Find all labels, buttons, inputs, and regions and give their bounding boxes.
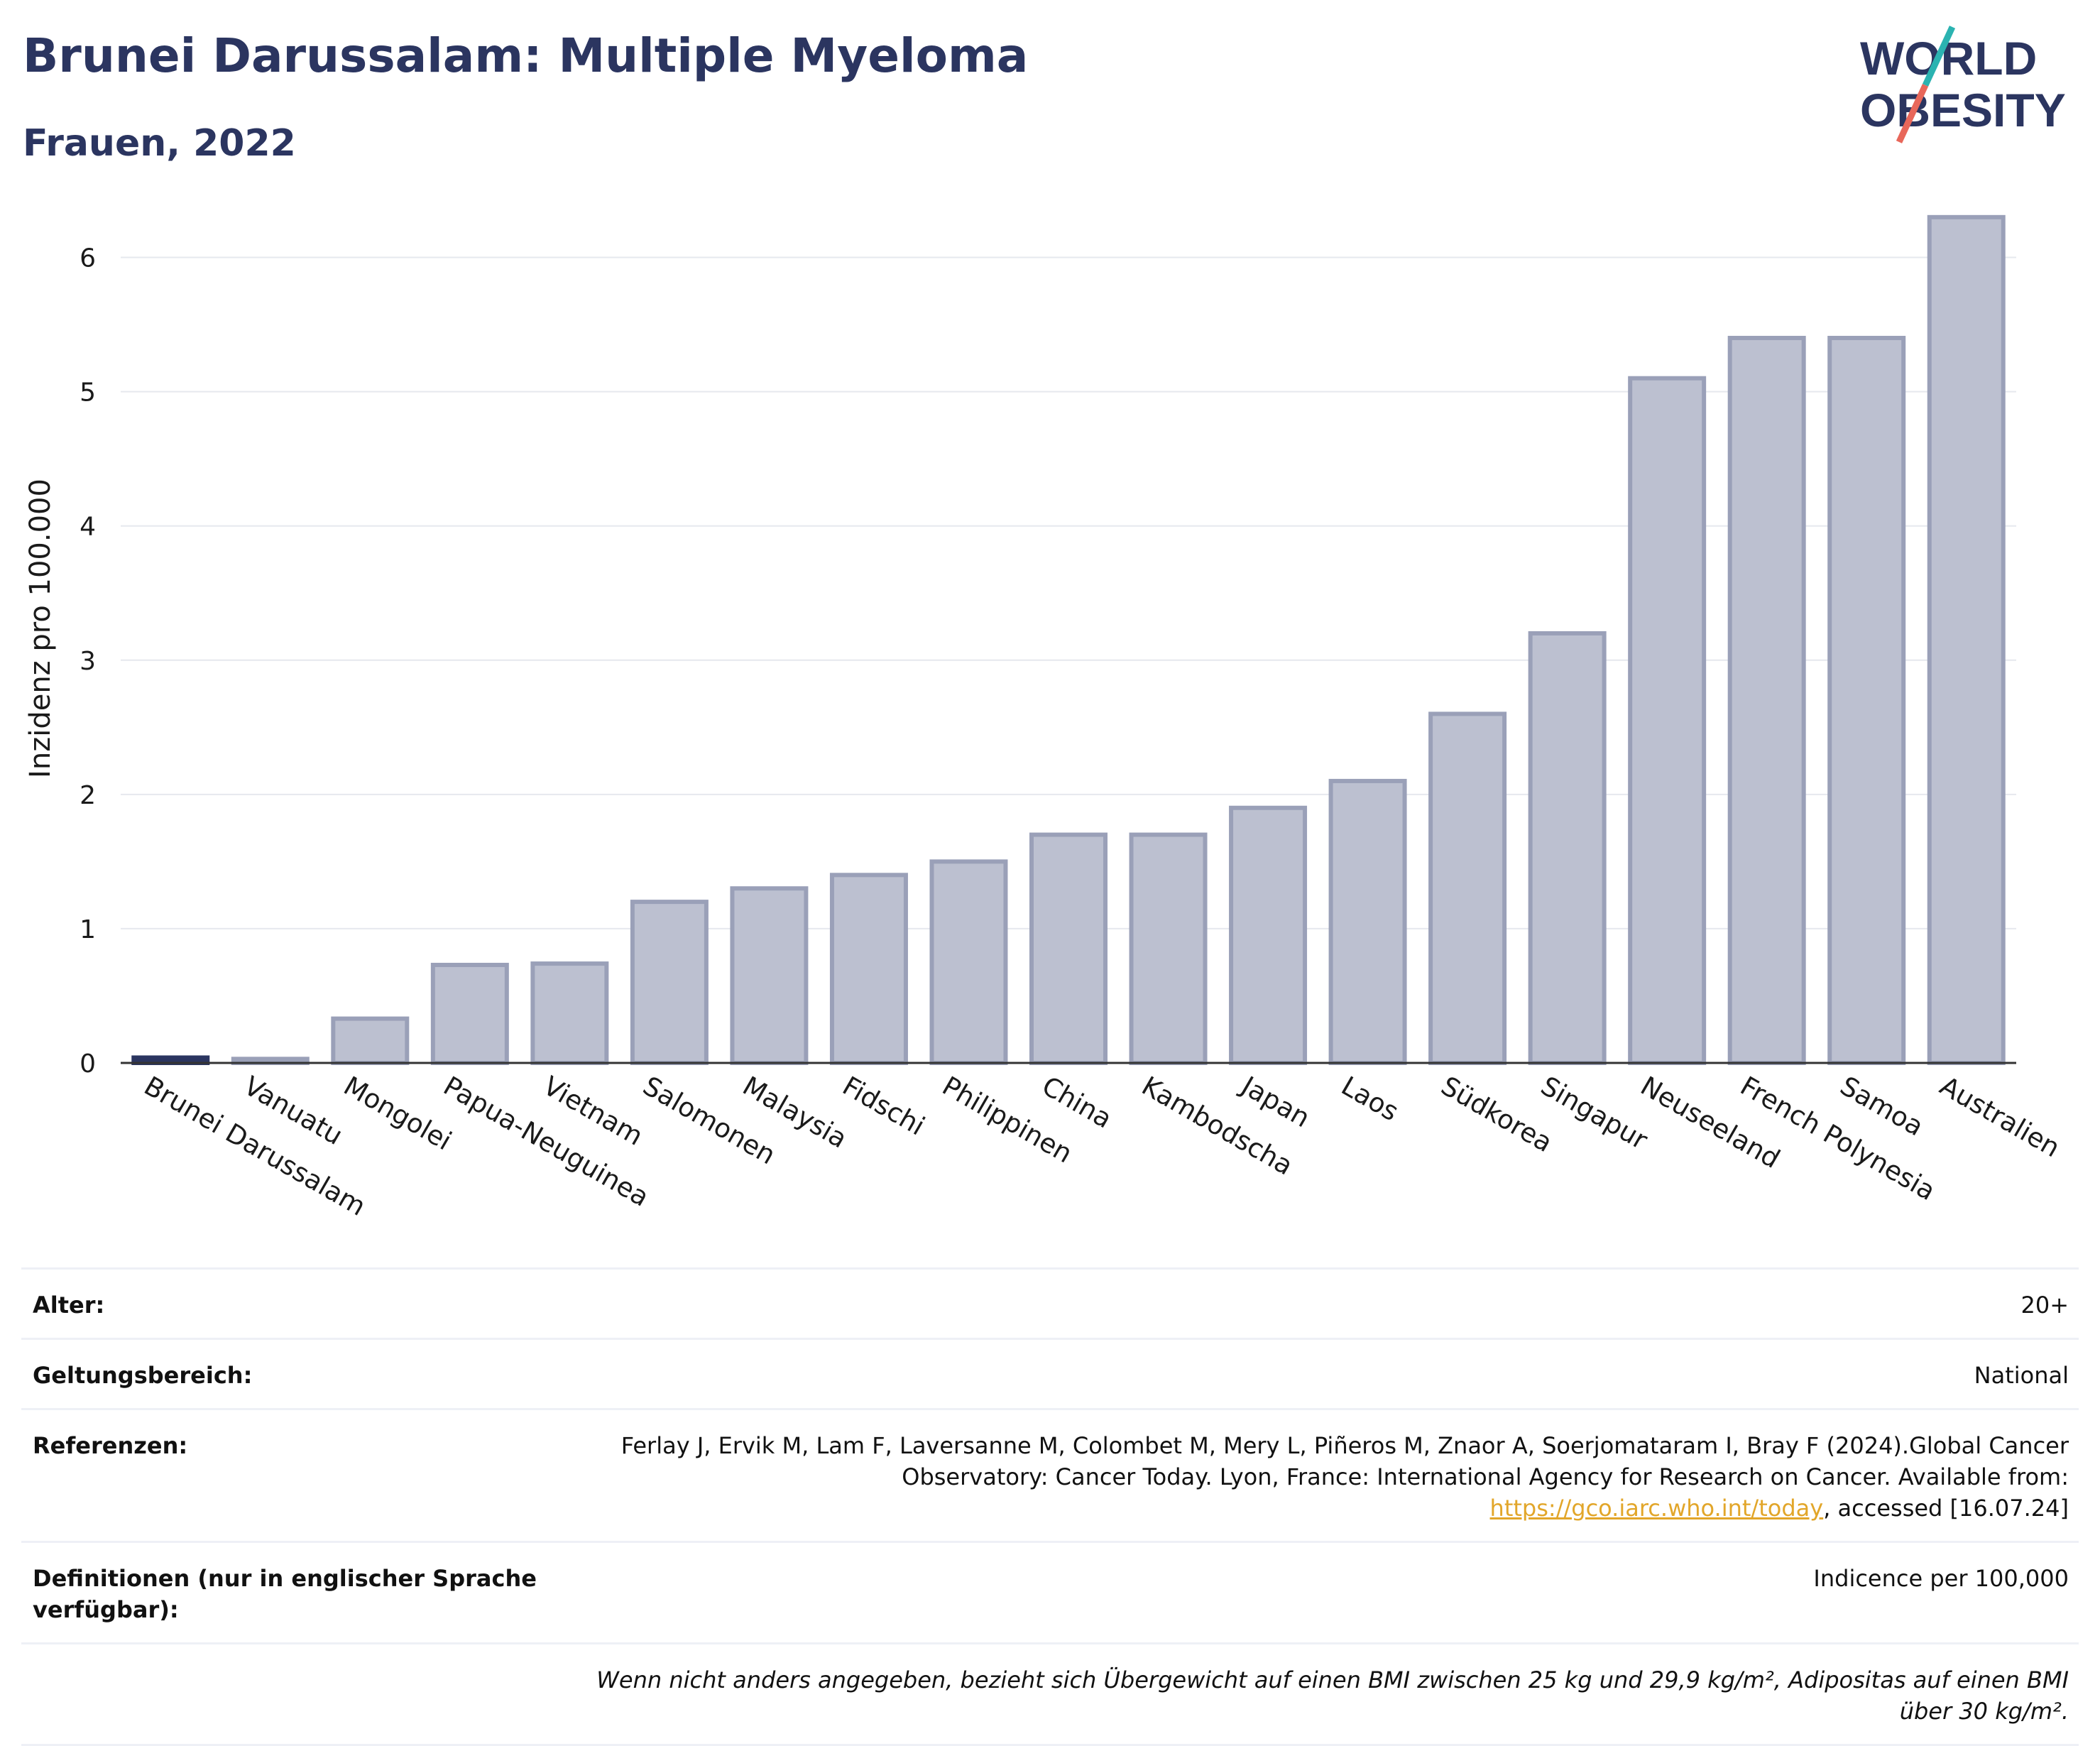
references-value: Ferlay J, Ervik M, Lam F, Laversanne M, … bbox=[592, 1430, 2069, 1524]
logo-slash-teal bbox=[1922, 26, 1956, 87]
bar-samoa bbox=[1827, 335, 1906, 1065]
scope-label: Geltungsbereich: bbox=[33, 1362, 253, 1389]
bar-fidschi bbox=[829, 873, 908, 1066]
info-row-age: Alter: 20+ bbox=[21, 1267, 2079, 1338]
logo-text-obesity: OBESITY bbox=[1860, 84, 2066, 136]
x-tick-label: Mongolei bbox=[339, 1071, 457, 1157]
bar-china bbox=[1029, 832, 1108, 1065]
logo-slash-coral bbox=[1896, 84, 1929, 143]
y-tick-label: 0 bbox=[80, 1049, 96, 1079]
y-tick-label: 4 bbox=[80, 513, 96, 542]
info-row-definitions: Definitionen (nur in englischer Sprache … bbox=[21, 1541, 2079, 1642]
bar-vietnam bbox=[530, 961, 609, 1066]
info-table: Alter: 20+ Geltungsbereich: National Ref… bbox=[21, 1267, 2079, 1746]
chart-title: Brunei Darussalam: Multiple Myeloma bbox=[23, 28, 1029, 83]
info-row-references: Referenzen: Ferlay J, Ervik M, Lam F, La… bbox=[21, 1408, 2079, 1541]
bar-chart: 0 1 2 3 4 5 6 Brunei DarussalamVanuatuMongolei… bbox=[24, 214, 2065, 1222]
x-tick-label: Laos bbox=[1336, 1071, 1404, 1128]
x-tick-label: Singapur bbox=[1536, 1071, 1653, 1156]
bmi-note: Wenn nicht anders angegeben, bezieht sic… bbox=[596, 1666, 2069, 1725]
x-tick-label: China bbox=[1037, 1071, 1117, 1135]
info-row-note: Wenn nicht anders angegeben, bezieht sic… bbox=[21, 1642, 2079, 1746]
x-tick-label: Südkorea bbox=[1436, 1071, 1558, 1159]
bar-singapur bbox=[1528, 631, 1607, 1065]
bar-philippinen bbox=[929, 859, 1008, 1066]
y-axis-ticks: 0 1 2 3 4 5 6 bbox=[80, 244, 96, 1079]
bar-mongolei bbox=[331, 1016, 410, 1065]
x-tick-label: Australien bbox=[1935, 1071, 2065, 1164]
bar-japan bbox=[1229, 805, 1308, 1066]
references-link[interactable]: https://gco.iarc.who.int/today bbox=[1489, 1495, 1824, 1522]
world-obesity-logo: WORLD OBESITY bbox=[1860, 26, 2066, 143]
x-tick-label: Japan bbox=[1235, 1070, 1316, 1134]
references-label: Referenzen: bbox=[33, 1432, 188, 1459]
bars bbox=[131, 214, 2006, 1066]
bar-australien bbox=[1927, 214, 2006, 1065]
y-tick-label: 5 bbox=[80, 378, 96, 408]
x-axis-labels: Brunei DarussalamVanuatuMongoleiPapua-Ne… bbox=[139, 1070, 2065, 1222]
definitions-label: Definitionen (nur in englischer Sprache … bbox=[33, 1565, 537, 1623]
bar-kambodscha bbox=[1129, 832, 1208, 1065]
y-axis-title: Inzidenz pro 100.000 bbox=[24, 479, 57, 778]
bar-salomonen bbox=[630, 900, 709, 1065]
age-label: Alter: bbox=[33, 1292, 105, 1319]
x-tick-label: Fidschi bbox=[837, 1071, 929, 1142]
y-tick-label: 2 bbox=[80, 781, 96, 810]
info-row-scope: Geltungsbereich: National bbox=[21, 1338, 2079, 1408]
bar-s-dkorea bbox=[1428, 711, 1507, 1066]
scope-value: National bbox=[1974, 1362, 2069, 1389]
age-value: 20+ bbox=[2020, 1292, 2069, 1319]
references-text: Ferlay J, Ervik M, Lam F, Laversanne M, … bbox=[620, 1432, 2069, 1490]
bar-laos bbox=[1328, 778, 1407, 1065]
chart-subtitle: Frauen, 2022 bbox=[23, 122, 296, 165]
definitions-value: Indicence per 100,000 bbox=[1813, 1565, 2069, 1592]
y-tick-label: 6 bbox=[80, 244, 96, 273]
references-accessed: , accessed [16.07.24] bbox=[1823, 1495, 2069, 1522]
y-tick-label: 3 bbox=[80, 647, 96, 676]
bar-papua-neuguinea bbox=[430, 962, 509, 1066]
y-tick-label: 1 bbox=[80, 915, 96, 944]
bar-french-polynesia bbox=[1727, 335, 1806, 1065]
bar-neuseeland bbox=[1628, 376, 1707, 1065]
bar-malaysia bbox=[730, 886, 809, 1065]
